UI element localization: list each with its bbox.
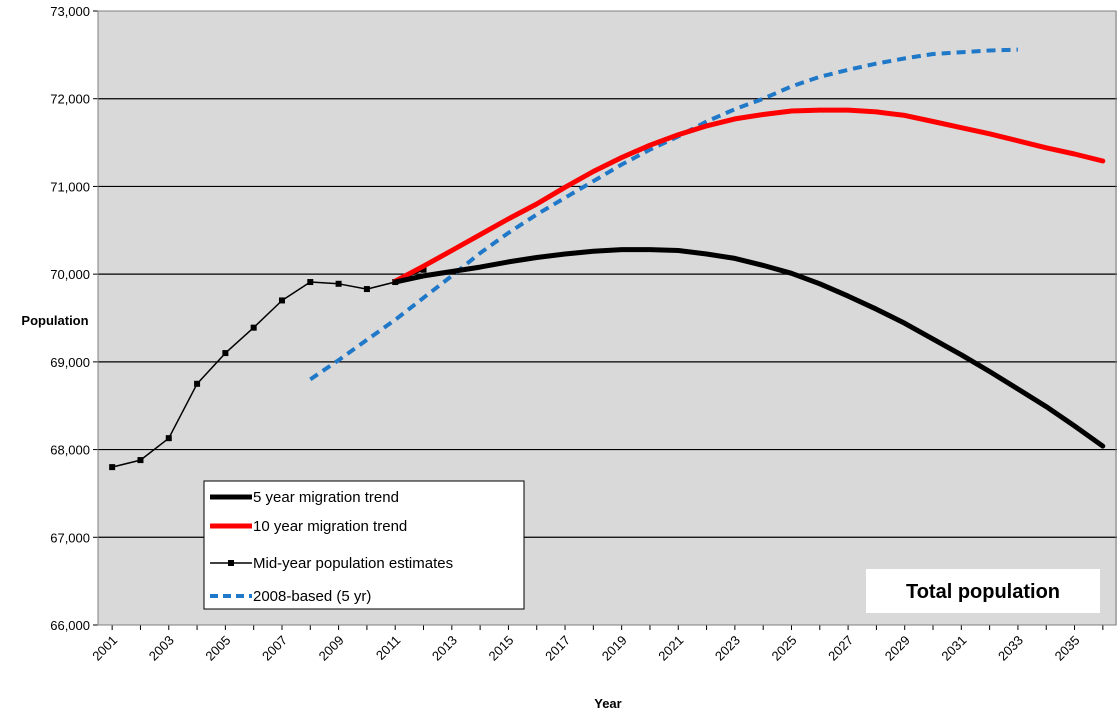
data-point [250, 324, 257, 331]
x-tick-label: 2001 [89, 633, 120, 664]
x-tick-label: 2015 [485, 633, 516, 664]
x-tick-label: 2021 [655, 633, 686, 664]
badge-box [866, 569, 1100, 613]
x-tick-label: 2019 [599, 633, 630, 664]
data-point [222, 350, 229, 357]
legend-label: Mid-year population estimates [253, 555, 453, 572]
x-axis-label: Year [594, 696, 621, 711]
y-axis-ticks: 66,000 67,000 68,000 69,000 70,000 71,000 72,0… [50, 4, 98, 633]
y-tick-label: 66,000 [50, 618, 90, 633]
data-point [194, 380, 201, 387]
x-tick-label: 2023 [712, 633, 743, 664]
x-tick-label: 2003 [146, 633, 177, 664]
x-tick-label: 2035 [1052, 633, 1083, 664]
y-tick-label: 70,000 [50, 267, 90, 282]
x-tick-label: 2029 [882, 633, 913, 664]
data-point [307, 279, 314, 286]
series-line [392, 107, 1106, 284]
series-line [392, 247, 1106, 449]
x-tick-label: 2011 [373, 633, 403, 663]
x-tick-label: 2009 [316, 633, 347, 664]
x-tick-label: 2007 [259, 633, 290, 664]
y-tick-label: 69,000 [50, 355, 90, 370]
legend-label: 5 year migration trend [253, 489, 399, 506]
y-axis-label: Population [21, 313, 88, 328]
y-tick-label: 68,000 [50, 443, 90, 458]
legend-marker [228, 560, 234, 566]
x-tick-label: 2027 [825, 633, 856, 664]
legend-label: 10 year migration trend [253, 518, 407, 535]
legend-label: 2008-based (5 yr) [253, 588, 371, 605]
data-point [137, 457, 144, 464]
data-point [165, 435, 172, 442]
data-point [109, 464, 116, 471]
legend: 5 year migration trend 10 year migration … [203, 480, 525, 610]
badge-text: Total population [906, 581, 1060, 603]
x-tick-label: 2013 [429, 633, 460, 664]
y-tick-label: 71,000 [50, 179, 90, 194]
y-tick-label: 67,000 [50, 530, 90, 545]
x-tick-label: 2017 [542, 633, 573, 664]
data-point [420, 266, 427, 273]
y-tick-label: 73,000 [50, 4, 90, 19]
series-layer [109, 47, 1106, 471]
series-line [309, 47, 1018, 382]
legend-box [203, 480, 525, 610]
total-population-badge: Total population [866, 569, 1100, 613]
data-point [278, 297, 285, 304]
data-point [335, 280, 342, 287]
data-point [363, 286, 370, 293]
y-tick-label: 72,000 [50, 92, 90, 107]
x-tick-label: 2033 [995, 633, 1026, 664]
plot-border [97, 10, 1117, 626]
x-tick-label: 2005 [202, 633, 233, 664]
series-line [111, 269, 425, 468]
x-axis-ticks: 2001 2003 2005 2007 2009 2011 2013 2015 2017 2019… [89, 625, 1104, 664]
x-tick-label: 2025 [769, 633, 800, 664]
x-tick-label: 2031 [938, 633, 969, 664]
